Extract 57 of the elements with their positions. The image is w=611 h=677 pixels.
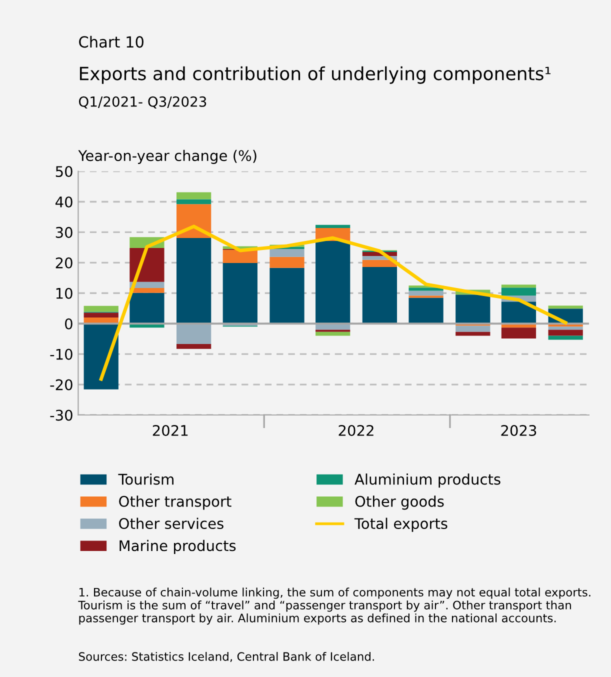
bar xyxy=(456,332,490,336)
y-tick-label: 30 xyxy=(56,226,72,238)
caption: Chart 10 xyxy=(79,36,144,48)
bar xyxy=(548,306,583,309)
bar xyxy=(501,328,536,339)
source-note: Sources: Statistics Iceland, Central Bank of Iceland. xyxy=(78,652,374,662)
x-tick-label: 2023 xyxy=(501,424,536,436)
bar xyxy=(548,326,583,330)
y-tick-label: 20 xyxy=(56,257,72,268)
y-tick-label: -20 xyxy=(50,379,72,390)
line-series xyxy=(99,224,568,381)
bar xyxy=(84,306,118,312)
bar xyxy=(270,248,304,257)
bar xyxy=(316,241,350,324)
y-tick-label: -30 xyxy=(50,410,72,421)
legend-label: Other goods xyxy=(355,496,444,510)
bar xyxy=(222,262,258,324)
x-tick-label: 2022 xyxy=(338,424,374,436)
bar xyxy=(222,250,258,263)
chart-title: Exports and contribution of underlying components¹ xyxy=(80,66,551,84)
bar xyxy=(176,199,212,204)
bar xyxy=(176,192,212,200)
bar xyxy=(362,260,398,267)
legend-label: Other services xyxy=(119,518,224,530)
bar xyxy=(548,330,583,336)
chart-subtitle: Q1/2021- Q3/2023 xyxy=(78,96,206,108)
y-tick-label: 10 xyxy=(56,288,72,299)
x-tick-label: 2021 xyxy=(152,424,188,436)
bar xyxy=(270,268,304,324)
legend-label: Total exports xyxy=(354,518,448,532)
bar xyxy=(501,284,536,288)
y-tick-label: 40 xyxy=(56,196,72,208)
legend-label: Tourism xyxy=(118,473,174,485)
bar xyxy=(408,290,444,296)
text: 1. Because of chain-volume linking, the sum of components may not equal total exports. Tourism is the sum of “travel” and “passenger transport by air”. Other transport than passenger transport by air. Aluminium exports as defined in the national accounts. xyxy=(78,588,590,625)
y-axis-title: Year-on-year change (%) xyxy=(78,150,256,164)
bar xyxy=(548,336,583,340)
bar xyxy=(316,332,350,336)
bar xyxy=(270,256,304,268)
bar xyxy=(84,312,118,318)
legend-label: Marine products xyxy=(120,540,236,554)
legend-label: Other transport xyxy=(119,496,232,510)
bar xyxy=(408,298,444,324)
bar xyxy=(176,344,212,349)
bar xyxy=(176,238,212,324)
y-tick-label: 0 xyxy=(65,318,72,330)
bar xyxy=(456,294,490,324)
y-tick-label: -10 xyxy=(50,348,72,360)
bar xyxy=(316,224,350,228)
y-tick-label: 50 xyxy=(56,166,72,178)
bar xyxy=(408,288,444,291)
bar xyxy=(362,266,398,324)
bar xyxy=(456,326,490,332)
bar xyxy=(501,288,536,296)
legend-label: Aluminium products xyxy=(354,473,500,488)
bar xyxy=(176,324,212,344)
bar xyxy=(130,292,164,324)
